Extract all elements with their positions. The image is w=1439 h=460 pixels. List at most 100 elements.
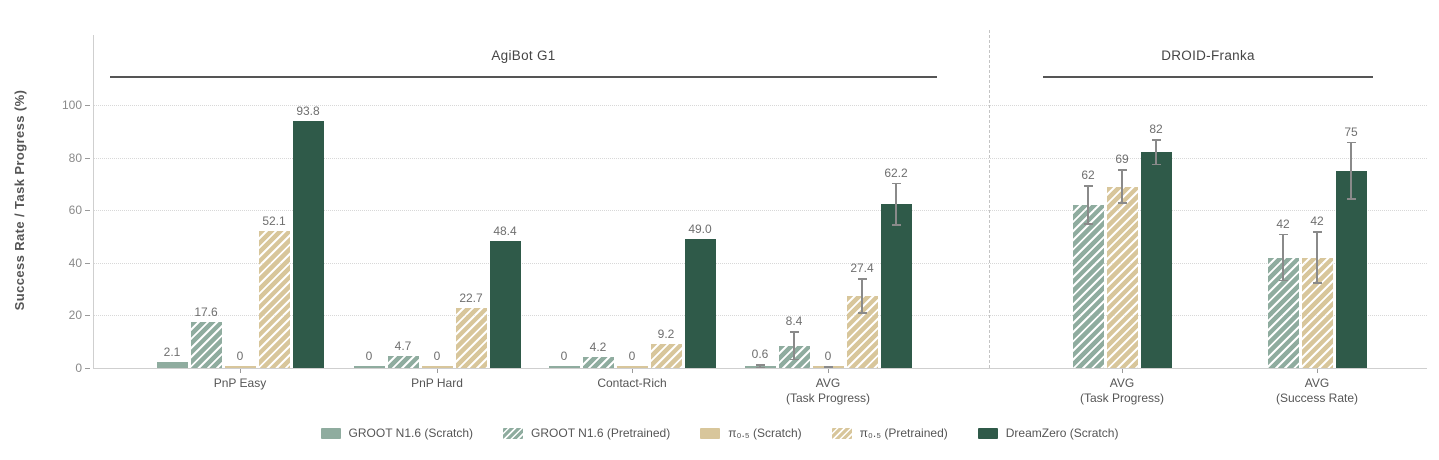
- gridline: [93, 315, 1427, 317]
- bar: [353, 366, 385, 368]
- x-tick-label-line: AVG: [815, 376, 841, 390]
- error-bar-cap-bottom: [1151, 163, 1161, 166]
- legend-swatch-icon: [320, 427, 341, 439]
- value-label: 8.4: [785, 314, 803, 329]
- y-tick-label: 40: [68, 255, 82, 270]
- x-tick-label: PnP Easy: [155, 376, 325, 391]
- legend-swatch-icon: [503, 427, 524, 439]
- value-label: 9.2: [657, 326, 675, 341]
- x-tick-label: PnP Hard: [352, 376, 522, 391]
- error-bar-line: [1282, 233, 1284, 282]
- error-bar-cap-top: [1083, 185, 1093, 187]
- y-axis-label: Success Rate / Task Progress (%): [12, 89, 27, 311]
- gridline: [93, 157, 1427, 159]
- bar: [455, 308, 487, 368]
- legend-item: GROOT N1.6 (Scratch): [320, 426, 473, 440]
- x-tick-label-line: (Task Progress): [785, 391, 871, 405]
- error-bar-cap-bottom: [823, 366, 833, 368]
- error-bar-cap-top: [1346, 141, 1356, 144]
- legend-item: DreamZero (Scratch): [977, 426, 1118, 440]
- error-bar-cap-bottom: [1117, 202, 1127, 204]
- x-tick-label-line: PnP Easy: [213, 376, 267, 390]
- legend-item: π₀.₅ (Scratch): [700, 426, 802, 440]
- value-label: 4.7: [394, 338, 412, 353]
- bar: [1335, 170, 1367, 368]
- value-label: 0: [433, 349, 441, 363]
- legend: GROOT N1.6 (Scratch) GROOT N1.6 (Pretrain…: [0, 426, 1439, 440]
- value-label: 42: [1276, 216, 1290, 231]
- y-tick-mark: [85, 315, 90, 317]
- error-bar-line: [1316, 231, 1318, 284]
- legend-item: π₀.₅ (Pretrained): [831, 426, 948, 440]
- y-tick-label: 0: [75, 361, 82, 375]
- legend-label: π₀.₅ (Scratch): [728, 426, 802, 440]
- error-bar-cap-top: [789, 331, 799, 333]
- y-tick-mark: [85, 105, 90, 106]
- value-label: 4.2: [589, 339, 607, 354]
- value-label: 52.1: [262, 213, 286, 228]
- legend-swatch-icon: [831, 427, 852, 439]
- value-label: 48.4: [493, 223, 517, 238]
- error-bar-line: [759, 364, 761, 368]
- x-tick-mark: [1122, 369, 1123, 373]
- error-bar-cap-top: [1151, 139, 1161, 141]
- section-underline: [110, 76, 937, 78]
- error-bar-cap-bottom: [755, 366, 765, 368]
- value-label: 82: [1149, 122, 1163, 137]
- gridline: [93, 105, 1427, 106]
- value-label: 93.8: [296, 104, 320, 119]
- bar: [292, 121, 324, 368]
- section-underline: [1043, 76, 1373, 78]
- error-bar-cap-top: [1117, 169, 1127, 171]
- x-axis-line: [93, 368, 1427, 369]
- legend-item: GROOT N1.6 (Pretrained): [503, 426, 670, 440]
- error-bar-cap-top: [755, 364, 765, 366]
- error-bar-cap-bottom: [1083, 223, 1093, 225]
- value-label: 75: [1344, 124, 1358, 139]
- value-label: 0: [560, 349, 568, 363]
- value-label: 0: [236, 349, 244, 363]
- legend-swatch-icon: [977, 427, 998, 439]
- legend-label: π₀.₅ (Pretrained): [859, 426, 948, 440]
- x-tick-label: AVG (Success Rate): [1232, 376, 1402, 406]
- legend-swatch-icon: [700, 427, 721, 439]
- error-bar-cap-top: [823, 365, 833, 368]
- x-tick-label: AVG (Task Progress): [743, 376, 913, 406]
- value-label: 2.1: [163, 345, 181, 360]
- bar: [650, 343, 682, 368]
- error-bar-cap-bottom: [789, 358, 799, 361]
- value-label: 22.7: [459, 291, 483, 306]
- error-bar-line: [1121, 169, 1123, 204]
- y-tick-mark: [85, 157, 90, 159]
- y-tick-label: 100: [61, 98, 82, 112]
- value-label: 62: [1081, 168, 1095, 183]
- value-label: 49.0: [688, 222, 712, 237]
- bar: [156, 362, 188, 368]
- bar: [684, 239, 716, 368]
- y-tick-mark: [85, 210, 90, 212]
- error-bar-cap-bottom: [857, 312, 867, 314]
- y-tick-mark: [85, 368, 90, 369]
- error-bar-cap-bottom: [1346, 198, 1356, 200]
- y-tick-mark: [85, 262, 90, 264]
- x-tick-label-line: AVG: [1304, 376, 1330, 390]
- error-bar-cap-bottom: [1312, 282, 1322, 284]
- bar: [258, 230, 290, 368]
- bar: [387, 355, 419, 368]
- bar: [190, 321, 222, 368]
- x-tick-mark: [240, 369, 241, 373]
- x-tick-label-line: Contact-Rich: [597, 376, 667, 390]
- error-bar-line: [861, 278, 863, 314]
- bar: [616, 366, 648, 368]
- section-title: DROID-Franka: [1161, 48, 1255, 63]
- section-divider: [989, 30, 990, 368]
- bar: [880, 204, 912, 368]
- bar: [421, 366, 453, 368]
- error-bar-line: [895, 182, 897, 226]
- bar: [224, 366, 256, 368]
- value-label: 17.6: [194, 304, 218, 319]
- bar: [489, 240, 521, 368]
- error-bar-line: [1087, 185, 1089, 225]
- error-bar-cap-bottom: [891, 224, 901, 226]
